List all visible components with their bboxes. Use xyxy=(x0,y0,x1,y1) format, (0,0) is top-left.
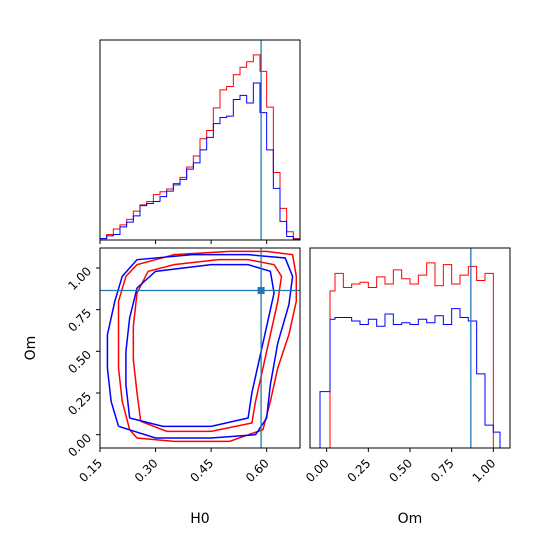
om-hist-xtick-label-3: 0.75 xyxy=(428,456,457,485)
contour-ytick-label-0: 0.00 xyxy=(65,431,94,460)
contour-blue-outer xyxy=(106,253,294,439)
h0-hist-red-series xyxy=(99,54,301,240)
contour-red-outer xyxy=(117,250,298,443)
om-hist-xtick-label-4: 1.00 xyxy=(470,456,499,485)
contour-lines xyxy=(100,248,300,448)
contour-xtick-label-2: 0.45 xyxy=(187,456,216,485)
contour-ylabel: Om xyxy=(23,336,39,361)
truth-marker xyxy=(257,287,265,294)
om-hist-xtick-label-0: 0.00 xyxy=(303,456,332,485)
h0-histogram-panel xyxy=(99,39,301,244)
h0-hist-frame xyxy=(99,39,301,241)
om-hist-blue-series xyxy=(310,308,510,449)
contour-xtick-label-0: 0.15 xyxy=(76,456,105,485)
contour-blue-inner xyxy=(125,263,275,428)
h0-hist-blue-series xyxy=(99,82,301,240)
contour-ytick-label-4: 1.00 xyxy=(65,264,94,293)
contour-xtick-label-3: 0.60 xyxy=(243,456,272,485)
om-hist-xlabel: Om xyxy=(398,511,423,527)
contour-ytick-label-3: 0.75 xyxy=(65,306,94,335)
h0-om-contour-panel: 0.15 0.30 0.45 0.60 0.00 0.25 0.50 0.75 1.00 H0 Om xyxy=(23,247,301,527)
contour-xlabel: H0 xyxy=(190,511,209,527)
om-hist-frame xyxy=(309,247,511,449)
om-hist-red-series xyxy=(310,262,510,449)
om-hist-xtick-label-1: 0.25 xyxy=(345,456,374,485)
om-hist-xtick-label-2: 0.50 xyxy=(386,456,415,485)
om-histogram-panel: 0.00 0.25 0.50 0.75 1.00 Om xyxy=(303,247,511,527)
contour-frame xyxy=(99,247,301,449)
contour-red-inner xyxy=(132,258,283,433)
contour-xtick-label-1: 0.30 xyxy=(132,456,161,485)
contour-ytick-label-2: 0.50 xyxy=(65,348,94,377)
contour-ytick-label-1: 0.25 xyxy=(65,389,94,418)
